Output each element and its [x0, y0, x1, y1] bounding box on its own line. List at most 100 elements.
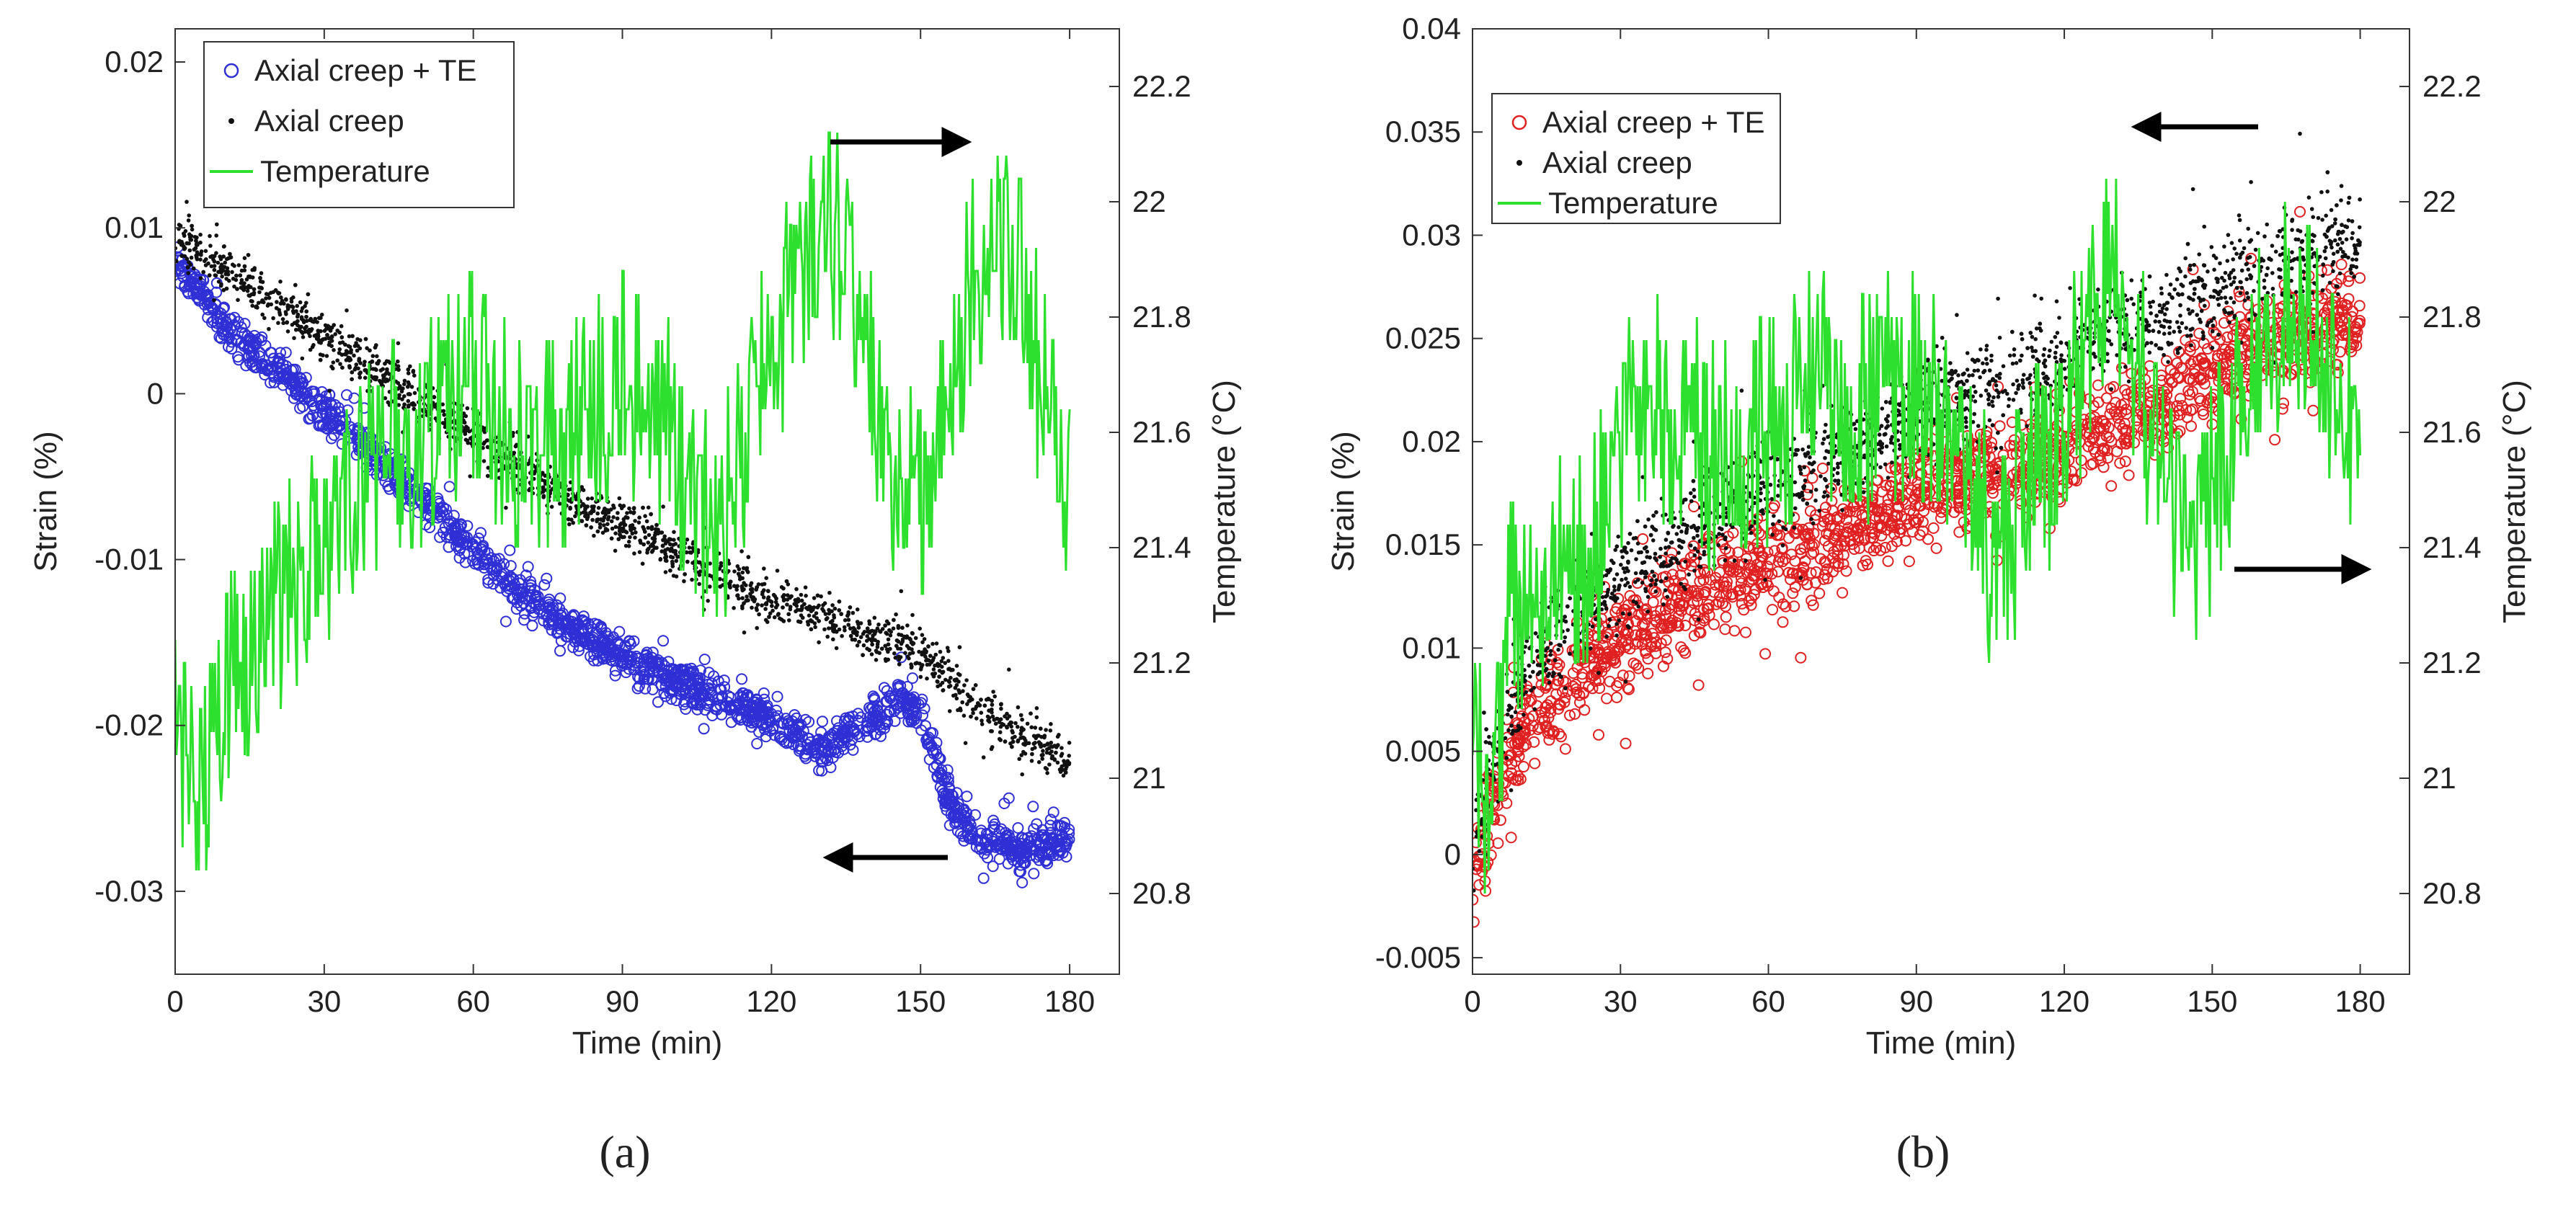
- data-point: [1031, 818, 1043, 830]
- data-point: [569, 636, 581, 648]
- data-point: [813, 625, 817, 630]
- data-point: [250, 303, 255, 308]
- data-point: [707, 573, 712, 578]
- data-point: [754, 587, 758, 592]
- data-point: [917, 709, 928, 721]
- data-point: [757, 707, 768, 719]
- data-point: [590, 626, 602, 638]
- data-point: [304, 309, 309, 314]
- data-point: [640, 561, 645, 566]
- data-point: [1040, 757, 1044, 761]
- data-point: [218, 254, 223, 259]
- data-point: [881, 685, 893, 697]
- data-point: [775, 569, 780, 573]
- data-point: [397, 393, 401, 397]
- x-tick-label: 180: [1044, 984, 1095, 1018]
- data-point: [178, 223, 183, 228]
- data-point: [595, 511, 600, 516]
- data-point: [1067, 754, 1071, 758]
- data-point: [863, 722, 875, 734]
- data-point: [649, 656, 662, 669]
- data-point: [1039, 855, 1052, 867]
- data-point: [190, 227, 195, 232]
- data-point: [411, 368, 416, 373]
- data-point: [920, 633, 925, 637]
- data-point: [982, 703, 987, 708]
- data-point: [683, 572, 687, 576]
- data-point: [1719, 623, 1731, 636]
- data-point: [880, 627, 885, 631]
- data-point: [1012, 822, 1024, 834]
- data-point: [352, 353, 356, 358]
- data-point: [722, 690, 734, 702]
- data-point: [637, 550, 642, 554]
- data-point: [764, 576, 768, 580]
- data-point: [971, 687, 976, 691]
- data-point: [740, 584, 745, 589]
- data-point: [652, 696, 664, 708]
- data-point: [339, 352, 345, 357]
- data-point: [396, 364, 401, 369]
- data-point: [234, 277, 239, 282]
- data-point: [993, 839, 1005, 851]
- data-point: [311, 343, 316, 347]
- data-point: [862, 630, 867, 634]
- data-point: [1601, 692, 1613, 705]
- data-point: [354, 362, 359, 367]
- data-point: [735, 593, 740, 598]
- data-point: [329, 344, 334, 349]
- data-point: [764, 602, 769, 607]
- data-point: [363, 368, 368, 373]
- data-point: [461, 520, 474, 532]
- data-point: [368, 348, 372, 353]
- data-point: [643, 530, 647, 534]
- data-point: [1067, 741, 1072, 745]
- data-point: [335, 358, 340, 363]
- data-point: [292, 321, 297, 326]
- data-point: [672, 538, 676, 542]
- data-point: [644, 519, 649, 524]
- data-point: [827, 611, 832, 616]
- data-point: [848, 605, 853, 610]
- data-point: [248, 350, 260, 362]
- legend-entry-label: Axial creep: [254, 104, 404, 138]
- data-point: [965, 692, 970, 697]
- data-point: [337, 341, 342, 345]
- data-point: [674, 558, 679, 563]
- data-point: [572, 619, 585, 631]
- data-point: [1777, 616, 1789, 628]
- data-point: [304, 300, 308, 306]
- data-point: [662, 664, 674, 677]
- x-tick-label: 90: [605, 984, 639, 1018]
- y-right-tick-label: 20.8: [1132, 876, 1191, 910]
- data-point: [843, 628, 847, 633]
- data-point: [518, 614, 530, 626]
- data-point: [185, 265, 190, 269]
- data-point: [875, 645, 880, 649]
- data-point: [448, 509, 460, 522]
- data-point: [765, 589, 770, 593]
- data-point: [386, 400, 391, 405]
- data-point: [992, 718, 997, 722]
- data-point: [184, 278, 196, 290]
- data-point: [962, 683, 967, 687]
- data-point: [758, 711, 770, 723]
- data-point: [953, 685, 958, 690]
- data-point: [837, 600, 842, 604]
- data-point: [571, 520, 575, 525]
- data-point: [832, 606, 838, 611]
- data-point: [553, 617, 565, 628]
- data-point: [317, 316, 321, 321]
- data-point: [915, 661, 919, 665]
- data-point: [546, 624, 558, 636]
- data-point: [304, 412, 316, 424]
- data-point: [287, 372, 299, 384]
- data-point: [917, 649, 921, 654]
- data-point: [2269, 434, 2281, 446]
- data-point: [329, 406, 342, 418]
- data-point: [191, 277, 203, 290]
- data-point: [943, 819, 956, 832]
- data-point: [834, 646, 839, 651]
- data-point: [1052, 757, 1057, 762]
- data-point: [815, 593, 820, 598]
